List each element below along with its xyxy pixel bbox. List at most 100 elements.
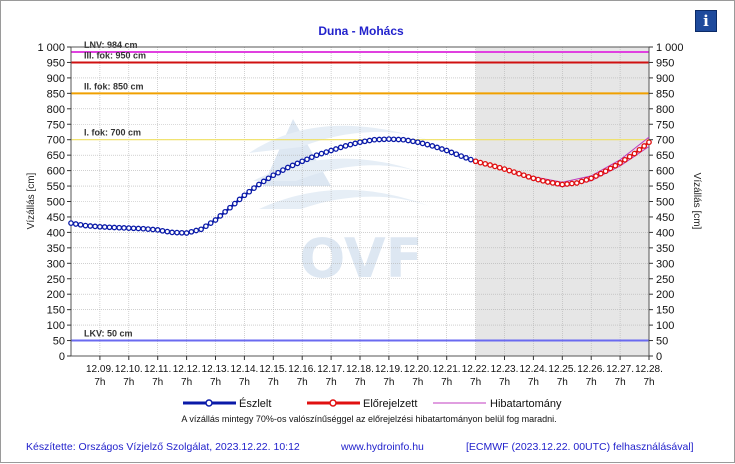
observed-point xyxy=(169,229,175,236)
observed-point xyxy=(458,153,465,159)
observed-point xyxy=(414,139,421,146)
observed-point xyxy=(410,138,416,145)
forecast-point xyxy=(544,179,551,185)
observed-point xyxy=(241,192,248,199)
observed-point xyxy=(299,158,306,165)
forecast-point xyxy=(597,170,604,177)
observed-point xyxy=(434,144,440,151)
reference-line-label: III. fok: 950 cm xyxy=(84,50,146,60)
footer-author: Készítette: Országos Vízjelző Szolgálat,… xyxy=(26,441,300,453)
legend-forecast-label: Előrejelzett xyxy=(363,398,417,410)
x-tick-label-date: 12.25. xyxy=(548,364,576,375)
forecast-point xyxy=(622,156,628,163)
reference-line-label: I. fok: 700 cm xyxy=(84,128,141,138)
x-tick-label-date: 12.13. xyxy=(202,364,230,375)
forecast-point xyxy=(617,160,623,166)
y-tick-label-right: 600 xyxy=(656,166,674,178)
x-tick-label-hour: 7h xyxy=(470,377,481,388)
x-tick-label-hour: 7h xyxy=(557,377,568,388)
observed-point xyxy=(284,164,291,171)
watermark-wave-3 xyxy=(259,189,429,209)
forecast-point xyxy=(554,180,561,187)
y-tick-label-right: 250 xyxy=(656,274,674,286)
observed-point xyxy=(390,136,397,143)
forecast-point xyxy=(626,153,633,160)
forecast-point xyxy=(540,177,546,184)
y-tick-label-right: 800 xyxy=(656,104,674,116)
observed-point xyxy=(352,140,359,147)
forecast-point xyxy=(482,160,489,167)
ovf-watermark: OVF xyxy=(249,119,431,290)
observed-point xyxy=(164,228,171,235)
observed-point xyxy=(289,162,296,169)
y-tick-label-right: 850 xyxy=(656,88,674,100)
x-tick-label-hour: 7h xyxy=(499,377,510,388)
x-tick-label-hour: 7h xyxy=(268,377,279,388)
observed-point xyxy=(467,156,474,163)
y-axis-left-ticks: 0 50 100 150 200 250 300 350 400 450 500 550 600 650 7… xyxy=(37,42,71,363)
x-tick-label-date: 12.12. xyxy=(173,364,201,375)
footer-url[interactable]: www.hydroinfo.hu xyxy=(340,441,424,453)
x-tick-label-date: 12.26. xyxy=(577,364,605,375)
x-tick-label-date: 12.11. xyxy=(144,364,171,375)
forecast-point xyxy=(573,180,580,186)
observed-point xyxy=(318,150,325,157)
observed-point xyxy=(386,136,392,142)
x-tick-label-date: 12.22. xyxy=(462,364,490,375)
y-tick-label-right: 550 xyxy=(656,181,674,193)
y-tick-label-right: 650 xyxy=(656,150,674,162)
observed-point xyxy=(198,226,204,233)
forecast-point xyxy=(496,164,503,171)
observed-point xyxy=(121,225,127,231)
observed-point xyxy=(308,154,315,161)
forecast-point xyxy=(583,177,590,183)
observed-point xyxy=(304,156,310,163)
legend-band-label: Hibatartomány xyxy=(490,398,562,410)
observed-point xyxy=(400,136,407,143)
observed-point xyxy=(111,224,118,231)
observed-point xyxy=(82,222,89,229)
observed-point xyxy=(337,144,344,151)
observed-point xyxy=(463,154,469,161)
observed-point xyxy=(97,223,103,230)
y-tick-label-right: 100 xyxy=(656,320,674,332)
y-tick-label-right: 350 xyxy=(656,243,674,255)
x-tick-label-date: 12.17. xyxy=(317,364,345,375)
reference-line-label: LKV: 50 cm xyxy=(84,329,133,339)
y-axis-label-left: Vízállás [cm] xyxy=(26,172,37,229)
observed-point xyxy=(443,147,450,154)
y-tick-label-right: 1 000 xyxy=(656,42,684,54)
observed-point xyxy=(251,185,257,191)
forecast-point xyxy=(530,175,537,182)
observed-point xyxy=(405,137,412,144)
forecast-point xyxy=(564,181,570,187)
y-tick-label-left: 350 xyxy=(47,243,65,255)
observed-point xyxy=(275,169,281,176)
x-tick-label-hour: 7h xyxy=(354,377,365,388)
observed-point xyxy=(106,224,113,231)
observed-point xyxy=(135,225,142,232)
y-tick-label-left: 650 xyxy=(47,150,65,162)
observed-point xyxy=(217,213,224,219)
y-tick-label-right: 700 xyxy=(656,135,674,147)
forecast-point xyxy=(569,180,575,187)
x-tick-label-hour: 7h xyxy=(441,377,452,388)
observed-point xyxy=(68,220,74,226)
x-tick-label-date: 12.14. xyxy=(230,364,258,375)
legend: Észlelt Előrejelzett Hibatartomány xyxy=(183,397,562,410)
info-icon[interactable]: i xyxy=(695,10,717,32)
legend-observed-label: Észlelt xyxy=(239,397,271,410)
observed-point xyxy=(77,221,84,228)
observed-point xyxy=(159,227,166,234)
y-tick-label-left: 850 xyxy=(47,88,65,100)
observed-point xyxy=(333,146,339,152)
y-tick-label-left: 1 000 xyxy=(37,42,65,54)
y-tick-label-left: 250 xyxy=(47,274,65,286)
watermark-drop-shape xyxy=(263,119,331,186)
observed-point xyxy=(87,223,94,229)
observed-point xyxy=(101,224,108,230)
x-tick-label-hour: 7h xyxy=(181,377,192,388)
forecast-point xyxy=(602,168,609,175)
